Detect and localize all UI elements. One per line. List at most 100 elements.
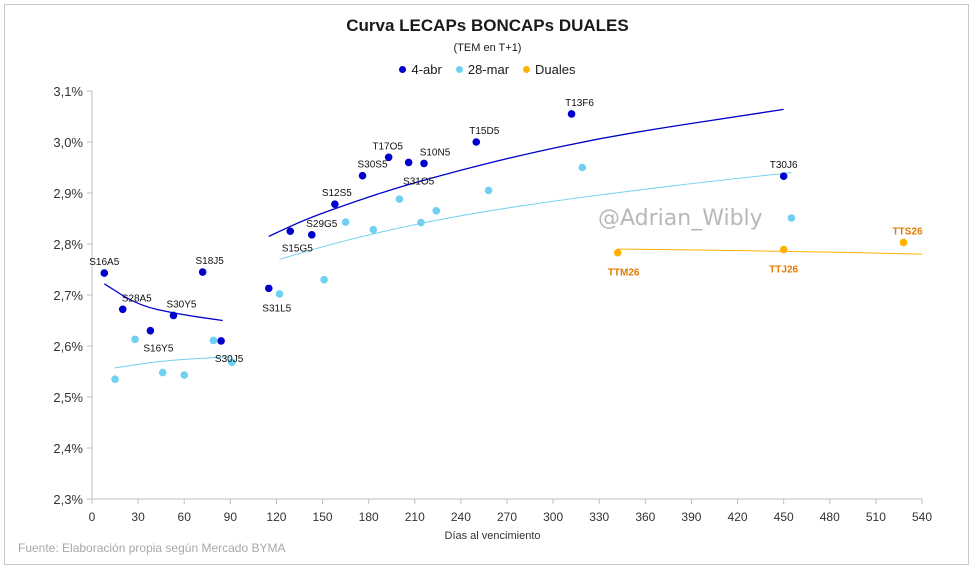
legend-marker-28-mar — [455, 66, 463, 73]
data-label-T17O5: T17O5 — [372, 141, 403, 152]
data-label-TTS26: TTS26 — [893, 226, 923, 237]
data-label-T13F6: T13F6 — [565, 98, 594, 109]
trendline-4-abr — [268, 108, 784, 237]
y-tick-label: 2,5% — [53, 390, 83, 405]
data-label-TTJ26: TTJ26 — [769, 265, 798, 276]
chart-subtitle: (TEM en T+1) — [453, 42, 522, 54]
point-28-mar — [578, 163, 587, 172]
legend-marker-4-abr — [399, 66, 407, 73]
y-tick-label: 2,6% — [53, 339, 83, 354]
point-duales — [779, 245, 788, 254]
point-28-mar — [180, 371, 189, 379]
data-label-S30Y5: S30Y5 — [166, 299, 196, 310]
x-tick-label: 420 — [728, 510, 748, 524]
x-tick-label: 480 — [820, 510, 840, 524]
y-tick-label: 2,4% — [53, 441, 83, 456]
x-tick-label: 270 — [497, 510, 517, 524]
x-tick-label: 450 — [774, 510, 794, 524]
x-tick-label: 390 — [681, 510, 701, 524]
point-4-abr — [286, 227, 295, 236]
source-note: Fuente: Elaboración propia según Mercado… — [18, 541, 286, 555]
x-tick-label: 510 — [866, 510, 886, 524]
point-28-mar — [131, 335, 139, 344]
x-tick-label: 360 — [635, 510, 655, 524]
data-label-S15G5: S15G5 — [282, 243, 314, 254]
x-axis-title: Días al vencimiento — [444, 530, 541, 542]
x-tick-label: 150 — [313, 510, 333, 524]
watermark: @Adrian_Wibly — [598, 206, 763, 231]
point-28-mar — [369, 225, 378, 234]
point-28-mar — [341, 218, 350, 226]
trendline-4-abr — [103, 283, 223, 322]
trendline-28-mar — [279, 172, 792, 260]
data-label-TTM26: TTM26 — [608, 268, 640, 279]
x-tick-label: 180 — [359, 510, 379, 524]
point-4-abr — [420, 159, 428, 168]
trendline-Duales — [617, 248, 923, 255]
data-label-S10N5: S10N5 — [420, 147, 451, 158]
y-tick-label: 2,9% — [53, 186, 83, 201]
trendline-28-mar — [114, 356, 232, 369]
x-tick-label: 0 — [89, 510, 96, 524]
legend-label-28-mar: 28-mar — [467, 62, 510, 77]
point-4-abr — [198, 268, 207, 276]
data-label-S30J5: S30J5 — [215, 354, 244, 365]
x-tick-label: 300 — [543, 510, 563, 524]
data-label-S28A5: S28A5 — [122, 293, 152, 304]
x-tick-label: 90 — [224, 510, 238, 524]
point-4-abr — [404, 158, 413, 167]
data-label-T15D5: T15D5 — [469, 126, 499, 137]
y-tick-label: 3,1% — [53, 84, 83, 99]
x-tick-label: 120 — [266, 510, 286, 524]
point-28-mar — [484, 186, 493, 195]
point-28-mar — [275, 290, 284, 298]
x-tick-label: 240 — [451, 510, 471, 524]
chart-title: Curva LECAPs BONCAPs DUALES — [346, 16, 629, 35]
point-4-abr — [146, 326, 155, 335]
point-28-mar — [432, 207, 441, 215]
x-tick-label: 60 — [178, 510, 192, 524]
y-tick-label: 2,3% — [53, 492, 83, 507]
point-28-mar — [228, 358, 236, 367]
point-4-abr — [331, 200, 339, 209]
point-28-mar — [787, 214, 796, 222]
point-4-abr — [779, 172, 788, 180]
point-duales — [899, 238, 908, 247]
x-tick-label: 540 — [912, 510, 932, 524]
data-label-S31O5: S31O5 — [403, 176, 435, 187]
point-28-mar — [395, 195, 404, 203]
point-28-mar — [111, 375, 119, 383]
y-tick-label: 2,7% — [53, 288, 83, 303]
data-label-S12S5: S12S5 — [322, 188, 352, 199]
point-28-mar — [320, 275, 328, 284]
point-28-mar — [417, 218, 425, 227]
point-28-mar — [158, 368, 167, 377]
point-4-abr — [217, 337, 225, 345]
data-label-S18J5: S18J5 — [195, 256, 224, 267]
point-4-abr — [100, 269, 109, 277]
x-tick-label: 330 — [589, 510, 609, 524]
point-4-abr — [358, 171, 367, 180]
chart-frame — [4, 4, 969, 565]
data-label-S31L5: S31L5 — [262, 303, 291, 314]
legend: 4-abr 28-mar Duales — [0, 62, 975, 77]
data-label-S16Y5: S16Y5 — [143, 344, 173, 355]
point-duales — [613, 248, 622, 257]
data-label-S29G5: S29G5 — [306, 219, 338, 230]
point-4-abr — [472, 138, 481, 146]
point-4-abr — [567, 110, 576, 118]
legend-item-duales: Duales — [523, 62, 576, 77]
point-4-abr — [118, 305, 127, 314]
point-4-abr — [307, 231, 316, 239]
point-4-abr — [264, 284, 273, 293]
data-label-S16A5: S16A5 — [89, 257, 119, 268]
y-tick-label: 3,0% — [53, 135, 83, 150]
x-tick-label: 210 — [405, 510, 425, 524]
legend-item-4-abr: 4-abr — [399, 62, 442, 77]
legend-label-4-abr: 4-abr — [411, 62, 442, 77]
data-label-S30S5: S30S5 — [358, 160, 388, 171]
y-tick-label: 2,8% — [53, 237, 83, 252]
data-label-T30J6: T30J6 — [770, 160, 798, 171]
x-tick-label: 30 — [131, 510, 145, 524]
